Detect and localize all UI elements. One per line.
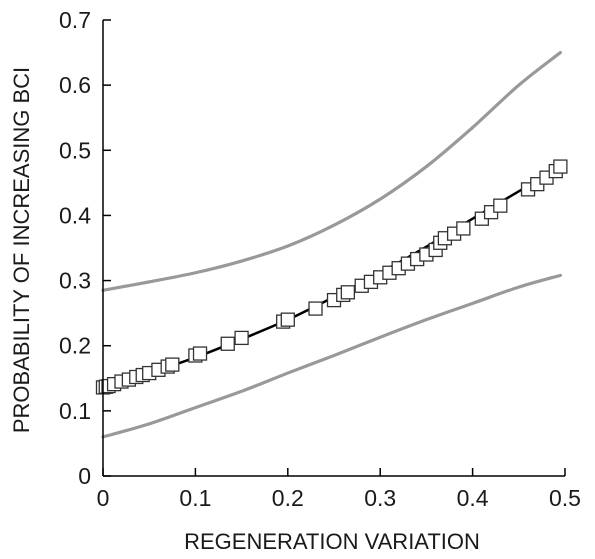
x-tick-label: 0.2 — [272, 485, 304, 511]
data-point — [280, 312, 295, 327]
axes: 0 0.1 0.2 0.3 0.4 0.5 0.6 0.7 0 0.1 0.2 0.3 0.4 0.5 — [59, 7, 581, 511]
x-tick-label: 0.5 — [549, 485, 581, 511]
data-point — [165, 357, 180, 372]
y-tick-label: 0.3 — [59, 268, 91, 294]
y-tick-label: 0.4 — [59, 202, 91, 228]
y-axis-title: PROBABILITY OF INCREASING BCI — [9, 67, 34, 433]
data-points — [95, 159, 568, 395]
data-point — [192, 346, 208, 361]
y-tick-label: 0.5 — [59, 137, 91, 163]
y-tick-label: 0.2 — [59, 333, 91, 359]
lower-confidence-bound-line — [101, 273, 562, 439]
data-point — [234, 330, 249, 346]
data-point — [340, 285, 356, 300]
data-point — [220, 336, 235, 351]
plot-area — [95, 50, 568, 439]
data-point — [456, 221, 471, 236]
data-point — [308, 301, 323, 316]
y-tick-label: 0.1 — [59, 398, 91, 424]
x-tick-label: 0.4 — [457, 485, 489, 511]
upper-confidence-bound-line — [101, 50, 562, 292]
x-tick-label: 0.1 — [179, 485, 211, 511]
x-tick-label: 0.3 — [364, 485, 396, 511]
data-point — [493, 198, 508, 213]
y-tick-label: 0.6 — [59, 72, 91, 98]
y-tick-label: 0.7 — [59, 7, 91, 33]
x-tick-label: 0 — [97, 485, 110, 511]
data-point — [553, 159, 568, 174]
y-tick-label: 0 — [78, 463, 91, 489]
x-axis-title: REGENERATION VARIATION — [184, 529, 480, 554]
